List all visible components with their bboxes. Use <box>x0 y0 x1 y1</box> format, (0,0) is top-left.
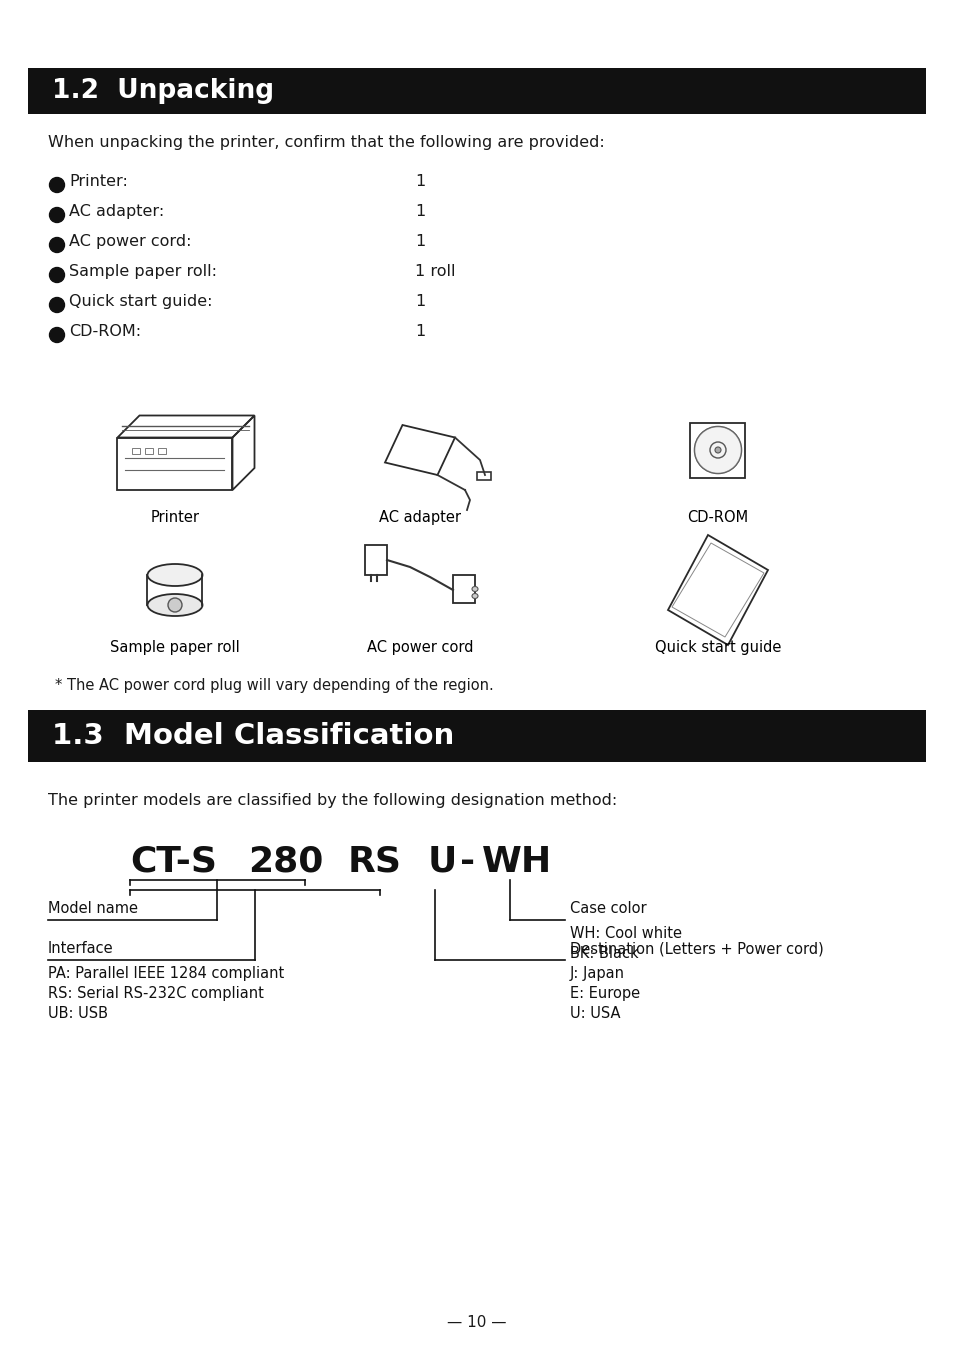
Bar <box>28 710 925 763</box>
Bar <box>690 422 744 477</box>
Text: CT-S: CT-S <box>130 845 216 879</box>
Text: Quick start guide: Quick start guide <box>654 639 781 654</box>
Text: AC power cord: AC power cord <box>366 639 473 654</box>
Text: WH: Cool white: WH: Cool white <box>569 926 681 941</box>
Text: Model name: Model name <box>48 900 138 917</box>
Text: RS: RS <box>348 845 401 879</box>
Circle shape <box>50 207 65 223</box>
Circle shape <box>50 297 65 312</box>
Text: The printer models are classified by the following designation method:: The printer models are classified by the… <box>48 794 617 808</box>
Text: WH: WH <box>481 845 552 879</box>
Text: U: USA: U: USA <box>569 1006 619 1021</box>
Text: BK: Black: BK: Black <box>569 946 638 961</box>
Text: 1: 1 <box>415 234 425 249</box>
Text: Destination (Letters + Power cord): Destination (Letters + Power cord) <box>569 941 822 956</box>
Text: CD-ROM: CD-ROM <box>687 510 748 525</box>
Text: 1.2  Unpacking: 1.2 Unpacking <box>52 78 274 104</box>
Bar <box>132 448 140 454</box>
Text: Interface: Interface <box>48 941 113 956</box>
Text: AC adapter: AC adapter <box>378 510 460 525</box>
Text: Printer:: Printer: <box>69 174 128 189</box>
Bar <box>365 545 387 575</box>
Text: E: Europe: E: Europe <box>569 986 639 1000</box>
Text: When unpacking the printer, confirm that the following are provided:: When unpacking the printer, confirm that… <box>48 135 604 150</box>
Circle shape <box>168 598 182 612</box>
Circle shape <box>50 238 65 253</box>
Bar <box>146 448 153 454</box>
Bar <box>453 575 475 603</box>
Text: Printer: Printer <box>151 510 199 525</box>
Text: 1: 1 <box>415 293 425 310</box>
Text: -: - <box>459 845 475 879</box>
Text: Case color: Case color <box>569 900 646 917</box>
Ellipse shape <box>148 594 202 617</box>
Text: 1: 1 <box>415 324 425 339</box>
Ellipse shape <box>472 594 477 599</box>
Text: CD-ROM:: CD-ROM: <box>69 324 141 339</box>
Bar <box>476 472 491 480</box>
Bar <box>28 68 925 114</box>
Text: U: U <box>428 845 456 879</box>
Ellipse shape <box>472 587 477 592</box>
Text: 1: 1 <box>415 204 425 219</box>
Text: PA: Parallel IEEE 1284 compliant: PA: Parallel IEEE 1284 compliant <box>48 965 284 982</box>
Text: AC adapter:: AC adapter: <box>69 204 164 219</box>
Text: 1: 1 <box>415 174 425 189</box>
Text: RS: Serial RS-232C compliant: RS: Serial RS-232C compliant <box>48 986 264 1000</box>
Text: J: Japan: J: Japan <box>569 965 624 982</box>
Circle shape <box>50 268 65 283</box>
Text: 280: 280 <box>248 845 323 879</box>
Circle shape <box>694 426 740 473</box>
Text: UB: USB: UB: USB <box>48 1006 108 1021</box>
Text: — 10 —: — 10 — <box>447 1315 506 1330</box>
Circle shape <box>714 448 720 453</box>
Text: 1.3  Model Classification: 1.3 Model Classification <box>52 722 454 750</box>
Ellipse shape <box>148 564 202 585</box>
Text: * The AC power cord plug will vary depending of the region.: * The AC power cord plug will vary depen… <box>55 677 494 694</box>
Circle shape <box>50 177 65 192</box>
Text: Sample paper roll:: Sample paper roll: <box>69 264 216 279</box>
Circle shape <box>50 327 65 342</box>
Text: Sample paper roll: Sample paper roll <box>110 639 239 654</box>
Text: Quick start guide:: Quick start guide: <box>69 293 213 310</box>
Text: AC power cord:: AC power cord: <box>69 234 192 249</box>
Bar <box>158 448 167 454</box>
Text: 1 roll: 1 roll <box>415 264 455 279</box>
